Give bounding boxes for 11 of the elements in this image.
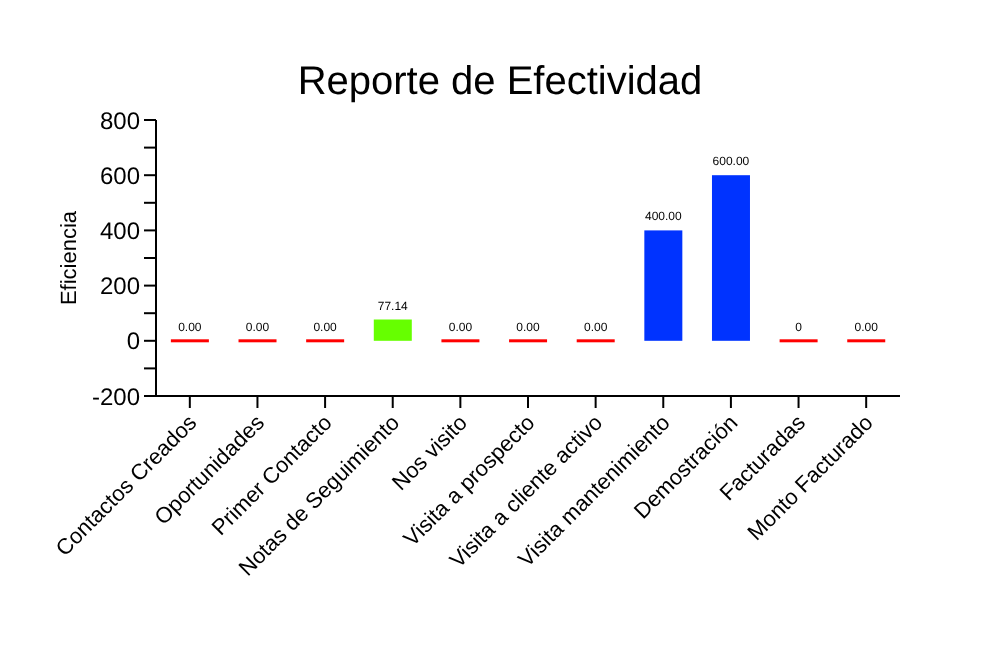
bar [644,230,683,341]
chart-title: Reporte de Efectividad [295,60,705,106]
y-tick-label: 400 [99,216,141,245]
bar [373,319,412,341]
bar [711,175,750,341]
y-axis-title: Eficiencia [57,209,82,306]
y-tick-label: -200 [91,382,141,411]
y-tick-label: 600 [99,161,141,190]
y-tick-label: 800 [99,106,141,135]
y-tick-label: 0 [126,327,141,356]
y-tick-label: 200 [99,272,141,301]
